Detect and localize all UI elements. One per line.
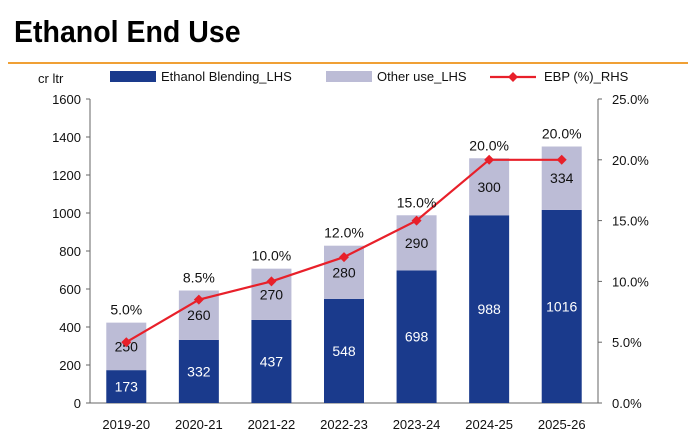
y-tick-label-left: 200 xyxy=(59,358,81,373)
data-label-ebp: 20.0% xyxy=(469,137,509,153)
data-label-ethanol-blending: 437 xyxy=(260,353,284,369)
y-tick-label-left: 1000 xyxy=(52,206,81,221)
y-tick-label-right: 20.0% xyxy=(612,153,649,168)
data-label-other-use: 334 xyxy=(550,170,574,186)
legend-label-other-use: Other use_LHS xyxy=(377,69,467,84)
y-tick-label-right: 0.0% xyxy=(612,396,642,411)
legend-swatch-other-use xyxy=(326,71,372,82)
x-tick-label: 2019-20 xyxy=(102,417,150,432)
legend-swatch-ethanol-blending xyxy=(110,71,156,82)
ebp-point xyxy=(411,215,422,226)
data-label-ebp: 20.0% xyxy=(542,126,582,142)
data-label-other-use: 290 xyxy=(405,235,429,251)
y-tick-label-left: 600 xyxy=(59,282,81,297)
title-underline xyxy=(8,62,688,64)
x-tick-label: 2022-23 xyxy=(320,417,368,432)
y-axis-label: cr ltr xyxy=(38,71,64,86)
data-label-ethanol-blending: 988 xyxy=(477,301,501,317)
y-tick-label-right: 25.0% xyxy=(612,92,649,107)
data-label-ethanol-blending: 173 xyxy=(115,379,139,395)
bar-ethanol-blending xyxy=(541,209,582,403)
bar-ethanol-blending xyxy=(469,215,510,403)
ebp-point xyxy=(121,337,132,348)
ebp-point xyxy=(266,276,277,287)
x-tick-label: 2020-21 xyxy=(175,417,223,432)
x-tick-label: 2024-25 xyxy=(465,417,513,432)
data-label-ebp: 10.0% xyxy=(252,248,292,264)
data-label-other-use: 270 xyxy=(260,286,284,302)
data-label-other-use: 260 xyxy=(187,307,211,323)
y-tick-label-left: 1200 xyxy=(52,168,81,183)
y-tick-label-left: 1600 xyxy=(52,92,81,107)
ebp-point xyxy=(193,294,204,305)
y-tick-label-left: 400 xyxy=(59,320,81,335)
bar-ethanol-blending xyxy=(396,270,437,403)
y-tick-label-left: 1400 xyxy=(52,130,81,145)
bar-ethanol-blending xyxy=(324,298,364,403)
data-label-ebp: 8.5% xyxy=(183,270,215,286)
page-title: Ethanol End Use xyxy=(14,14,241,49)
axes: 0 200 400 600 800 1000 1200 1400 1600 0.0% 5.0% 10.… xyxy=(52,92,649,432)
y-tick-label-left: 0 xyxy=(74,396,81,411)
legend-swatch-ebp-marker xyxy=(508,72,518,82)
bar-ethanol-blending xyxy=(178,339,219,403)
ebp-point xyxy=(484,154,495,165)
ebp-point xyxy=(556,154,567,165)
data-label-ethanol-blending: 332 xyxy=(187,363,211,379)
x-tick-label: 2023-24 xyxy=(393,417,441,432)
bar-ethanol-blending xyxy=(251,319,292,403)
x-tick-label: 2021-22 xyxy=(248,417,296,432)
y-tick-label-left: 800 xyxy=(59,244,81,259)
y-tick-label-right: 5.0% xyxy=(612,335,642,350)
data-label-ethanol-blending: 1016 xyxy=(546,298,577,314)
y-tick-label-right: 15.0% xyxy=(612,214,649,229)
data-label-other-use: 280 xyxy=(332,264,356,280)
bar-other-use xyxy=(469,158,510,216)
legend-label-ebp: EBP (%)_RHS xyxy=(544,69,629,84)
legend-label-ethanol-blending: Ethanol Blending_LHS xyxy=(161,69,292,84)
data-label-ethanol-blending: 698 xyxy=(405,329,429,345)
bars: 1732503322604372705482806982909883001016… xyxy=(106,146,582,403)
x-tick-label: 2025-26 xyxy=(538,417,586,432)
ebp-line: 5.0% 8.5% 10.0% 12.0% 15.0% 20.0% 20.0% xyxy=(110,126,582,348)
y-tick-label-right: 10.0% xyxy=(612,274,649,289)
data-label-ebp: 5.0% xyxy=(110,302,142,318)
data-label-ethanol-blending: 548 xyxy=(332,343,356,359)
legend: Ethanol Blending_LHS Other use_LHS EBP (%)… xyxy=(110,69,629,84)
data-label-ebp: 15.0% xyxy=(397,194,437,210)
data-label-other-use: 300 xyxy=(477,179,501,195)
data-label-ebp: 12.0% xyxy=(324,225,364,241)
ebp-point xyxy=(339,252,349,263)
bar-ethanol-blending xyxy=(106,370,147,403)
